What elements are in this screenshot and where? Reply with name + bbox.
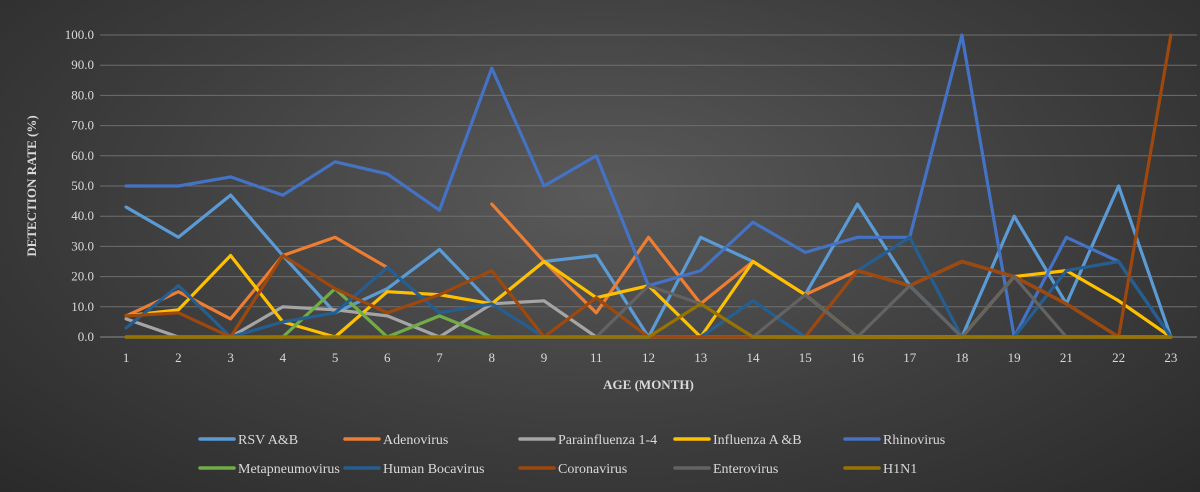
series-line-9 xyxy=(124,302,1173,339)
x-tick-label: 7 xyxy=(436,350,443,365)
legend-label: Human Bocavirus xyxy=(383,462,484,477)
legend-label: RSV A&B xyxy=(238,433,298,448)
x-tick-label: 2 xyxy=(175,350,182,365)
x-tick-label: 22 xyxy=(1112,350,1125,365)
x-tick-label: 6 xyxy=(384,350,391,365)
x-tick-label: 18 xyxy=(955,350,968,365)
x-tick-label: 3 xyxy=(227,350,234,365)
series-lines xyxy=(124,33,1173,339)
series-line-1 xyxy=(124,202,1173,339)
y-tick-label: 80.0 xyxy=(71,87,94,102)
x-tick-label: 4 xyxy=(280,350,287,365)
y-tick-label: 100.0 xyxy=(65,27,94,42)
x-tick-label: 14 xyxy=(746,350,760,365)
legend-label: Adenovirus xyxy=(383,433,448,448)
legend-label: Rhinovirus xyxy=(883,433,945,448)
x-tick-label: 12 xyxy=(642,350,655,365)
x-axis-title: AGE (MONTH) xyxy=(603,377,694,392)
legend-label: Influenza A &B xyxy=(713,433,802,448)
legend-label: Coronavirus xyxy=(558,462,627,477)
y-tick-label: 50.0 xyxy=(71,178,94,193)
y-tick-label: 10.0 xyxy=(71,299,94,314)
series-line-3 xyxy=(124,253,1173,339)
x-tick-label: 8 xyxy=(489,350,496,365)
y-tick-label: 20.0 xyxy=(71,269,94,284)
y-axis-ticks: 0.0 10.0 20.0 30.0 40.0 50.0 60.0 70.0 80.0 90.0 1… xyxy=(65,27,94,344)
y-tick-label: 0.0 xyxy=(78,329,94,344)
y-axis-title: DETECTION RATE (%) xyxy=(24,115,39,256)
gridlines xyxy=(100,34,1197,338)
legend-label: Enterovirus xyxy=(713,462,778,477)
x-tick-label: 16 xyxy=(851,350,865,365)
x-tick-label: 9 xyxy=(541,350,548,365)
x-tick-label: 13 xyxy=(694,350,707,365)
legend-label: Metapneumovirus xyxy=(238,462,340,477)
y-tick-label: 90.0 xyxy=(71,57,94,72)
y-tick-label: 70.0 xyxy=(71,118,94,133)
x-tick-label: 11 xyxy=(590,350,603,365)
y-tick-label: 40.0 xyxy=(71,208,94,223)
legend-label: Parainfluenza 1-4 xyxy=(558,433,657,448)
x-tick-label: 1 xyxy=(123,350,130,365)
series-line-0 xyxy=(124,184,1173,339)
x-tick-label: 23 xyxy=(1164,350,1177,365)
x-tick-label: 15 xyxy=(799,350,812,365)
x-tick-label: 17 xyxy=(903,350,917,365)
y-tick-label: 60.0 xyxy=(71,148,94,163)
legend: RSV A&B Adenovirus Parainfluenza 1-4 Influe… xyxy=(198,433,945,477)
legend-label: H1N1 xyxy=(883,462,917,477)
x-axis-ticks: 1 2 3 4 5 6 7 8 9 11 12 13 14 15 16 17 18 19 21 22 23 xyxy=(123,350,1178,365)
x-tick-label: 21 xyxy=(1060,350,1073,365)
x-tick-label: 5 xyxy=(332,350,339,365)
x-tick-label: 19 xyxy=(1008,350,1021,365)
y-tick-label: 30.0 xyxy=(71,238,94,253)
